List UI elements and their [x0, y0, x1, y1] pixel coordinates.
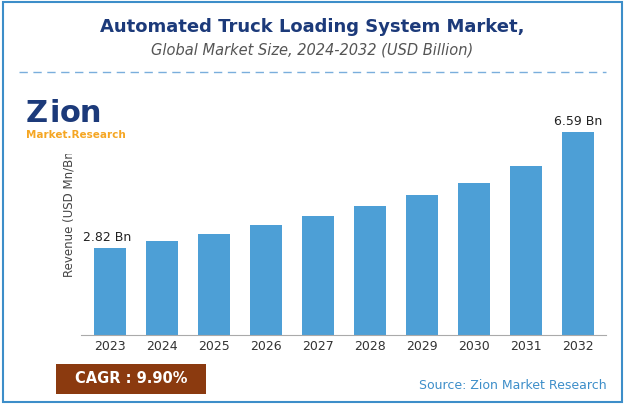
Bar	[146, 241, 178, 335]
Text: Market.Research: Market.Research	[26, 130, 126, 140]
Text: Global Market Size, 2024-2032 (USD Billion): Global Market Size, 2024-2032 (USD Billi…	[151, 42, 474, 57]
Text: i: i	[49, 99, 59, 128]
Bar	[198, 234, 230, 335]
Text: Z: Z	[26, 99, 48, 128]
Bar	[302, 216, 334, 335]
Bar	[354, 206, 386, 335]
Y-axis label: Revenue (USD Mn/Bn): Revenue (USD Mn/Bn)	[62, 147, 76, 277]
Bar	[509, 166, 542, 335]
Text: 6.59 Bn: 6.59 Bn	[554, 115, 602, 128]
Bar	[94, 248, 126, 335]
Text: Source: Zion Market Research: Source: Zion Market Research	[419, 379, 606, 392]
Bar	[249, 225, 282, 335]
Text: 2.82 Bn: 2.82 Bn	[83, 231, 131, 244]
Bar	[561, 133, 594, 335]
Bar	[406, 195, 438, 335]
Text: Automated Truck Loading System Market,: Automated Truck Loading System Market,	[100, 18, 525, 36]
Text: on: on	[60, 99, 102, 128]
Text: CAGR : 9.90%: CAGR : 9.90%	[75, 371, 188, 386]
Bar	[458, 183, 490, 335]
